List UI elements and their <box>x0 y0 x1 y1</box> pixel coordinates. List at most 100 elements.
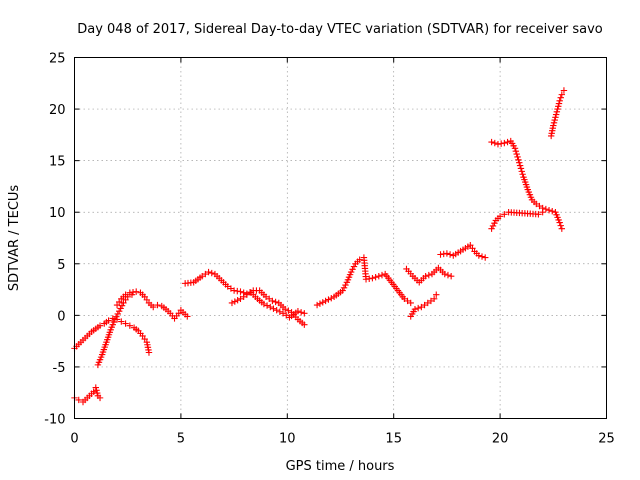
data-point <box>514 153 521 161</box>
axis-ticks: 0 5 10 15 20 25 -10 -5 0 5 10 15 20 25 <box>44 52 615 447</box>
plot-frame <box>74 57 607 419</box>
data-point <box>504 138 511 146</box>
data-point <box>422 272 429 280</box>
data-point <box>478 253 486 260</box>
data-point <box>430 295 438 303</box>
data-point <box>118 318 125 325</box>
data-point <box>93 389 101 397</box>
data-point <box>301 310 308 317</box>
data-point <box>513 150 520 158</box>
data-point <box>491 220 498 227</box>
y-tick-label: 25 <box>49 52 66 67</box>
series-mid-band <box>181 268 308 328</box>
grid <box>74 57 607 419</box>
data-point <box>542 205 550 213</box>
data-point <box>115 308 123 315</box>
data-point <box>378 271 386 279</box>
data-point <box>447 272 455 280</box>
series-night-high <box>488 137 566 232</box>
data-point <box>111 316 119 323</box>
data-point <box>276 308 284 315</box>
data-point <box>491 139 498 147</box>
series-mid-lower <box>228 289 308 321</box>
x-tick-label: 10 <box>279 432 296 447</box>
y-tick-label: 20 <box>49 103 66 118</box>
data-point <box>550 119 558 127</box>
data-point <box>535 211 542 218</box>
x-tick-label: 5 <box>177 432 185 447</box>
x-tick-label: 0 <box>70 432 78 447</box>
data-point <box>234 297 241 304</box>
data-point <box>552 111 560 118</box>
data-point <box>444 271 452 279</box>
data-point <box>553 108 561 116</box>
data-point <box>319 299 326 306</box>
data-point <box>552 114 559 121</box>
data-point <box>516 162 524 169</box>
series-dip-branch <box>94 291 136 369</box>
data-point <box>550 122 557 129</box>
data-point <box>501 139 508 147</box>
data-point <box>369 275 376 282</box>
data-point <box>511 145 519 152</box>
x-tick-label: 25 <box>598 432 615 447</box>
y-tick-label: 15 <box>49 155 66 170</box>
data-point <box>549 207 556 215</box>
data-point <box>414 304 422 312</box>
data-point <box>347 268 355 276</box>
data-point <box>294 308 302 315</box>
data-point <box>243 291 251 298</box>
data-point <box>260 300 268 308</box>
data-point <box>105 317 112 324</box>
data-point <box>118 302 126 309</box>
data-point <box>205 268 212 276</box>
data-point <box>512 147 520 155</box>
y-axis-label: SDTVAR / TECUs <box>7 185 22 292</box>
data-point <box>475 252 483 259</box>
data-point <box>117 305 124 312</box>
data-point <box>501 211 508 218</box>
data-point <box>297 309 305 316</box>
series-low-cluster <box>71 384 104 406</box>
data-point <box>339 287 346 294</box>
data-point <box>96 394 104 402</box>
data-point <box>92 384 99 391</box>
x-axis-label: GPS time / hours <box>286 459 395 474</box>
data-point <box>114 310 121 318</box>
x-tick-label: 15 <box>385 432 402 447</box>
data-point <box>551 116 558 124</box>
data-point <box>519 171 526 178</box>
data-point <box>150 303 157 311</box>
data-point <box>122 291 129 298</box>
data-point <box>340 284 348 292</box>
data-point <box>443 250 451 257</box>
data-point <box>313 301 321 309</box>
data-point <box>342 281 349 289</box>
data-point <box>349 266 356 273</box>
data-point <box>328 294 335 302</box>
data-point <box>488 138 495 146</box>
data-point <box>208 269 215 277</box>
data-point <box>122 320 129 327</box>
data-point <box>237 288 244 295</box>
data-point <box>375 272 383 280</box>
data-point <box>557 222 564 229</box>
data-point <box>372 273 379 281</box>
data-point <box>425 271 433 279</box>
data-point <box>145 349 153 356</box>
data-point <box>555 100 563 107</box>
y-tick-label: 0 <box>57 309 65 324</box>
data-point <box>482 254 489 261</box>
data-point <box>96 322 104 329</box>
data-point <box>560 87 568 94</box>
series-final-surge <box>547 87 568 140</box>
data-point <box>301 321 308 328</box>
data-point <box>273 307 280 314</box>
data-point <box>558 91 566 98</box>
data-point <box>322 297 329 305</box>
data-point <box>411 305 419 313</box>
data-point <box>270 305 277 312</box>
y-tick-label: 5 <box>57 258 65 273</box>
data-point <box>433 291 440 298</box>
